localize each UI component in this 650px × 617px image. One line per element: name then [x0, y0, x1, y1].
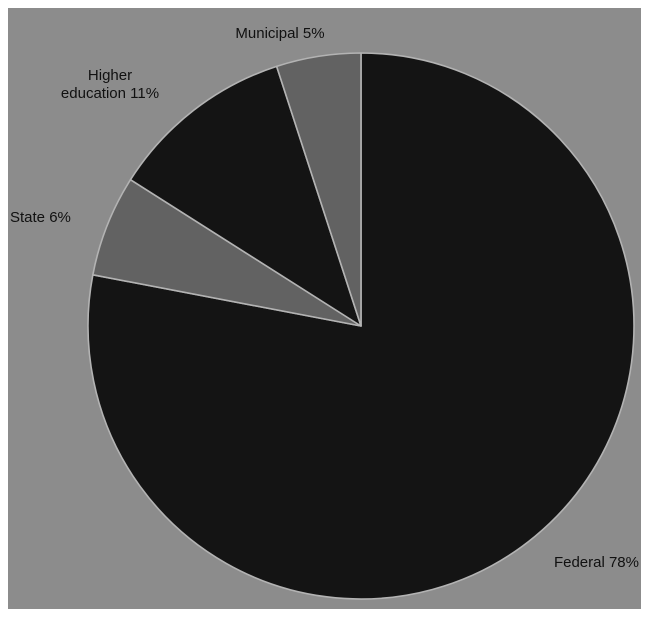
label-group: Federal 78% State 6% Higher education 11% Mu…: [10, 25, 639, 571]
slice-group: [87, 52, 635, 600]
slice-label: Federal 78%: [554, 554, 639, 571]
pie-chart: Federal 78% State 6% Higher education 11% Mu…: [8, 8, 641, 609]
pie-slice: [275, 52, 362, 327]
slice-label: Higher education 11%: [61, 67, 159, 102]
pie-slice: [129, 65, 362, 327]
pie-slice: [87, 52, 635, 600]
slice-label: Municipal 5%: [235, 25, 324, 42]
chart-frame: Federal 78% State 6% Higher education 11% Mu…: [8, 8, 641, 609]
slice-label: State 6%: [10, 209, 71, 226]
